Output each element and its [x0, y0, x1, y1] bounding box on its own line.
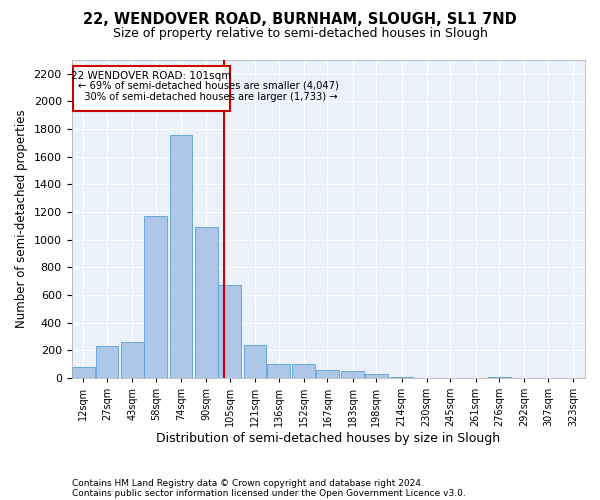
X-axis label: Distribution of semi-detached houses by size in Slough: Distribution of semi-detached houses by … — [156, 432, 500, 445]
FancyBboxPatch shape — [73, 66, 230, 111]
Bar — [390, 376, 413, 378]
Bar — [195, 228, 218, 378]
Bar — [316, 370, 339, 378]
Bar — [145, 216, 167, 378]
Bar — [292, 364, 316, 378]
Bar — [365, 374, 388, 378]
Text: 30% of semi-detached houses are larger (1,733) →: 30% of semi-detached houses are larger (… — [78, 92, 337, 102]
Bar — [218, 286, 241, 378]
Text: 22 WENDOVER ROAD: 101sqm: 22 WENDOVER ROAD: 101sqm — [71, 71, 232, 81]
Bar — [341, 371, 364, 378]
Text: ← 69% of semi-detached houses are smaller (4,047): ← 69% of semi-detached houses are smalle… — [78, 80, 339, 90]
Text: Contains HM Land Registry data © Crown copyright and database right 2024.: Contains HM Land Registry data © Crown c… — [72, 478, 424, 488]
Bar — [95, 346, 118, 378]
Text: Size of property relative to semi-detached houses in Slough: Size of property relative to semi-detach… — [113, 28, 487, 40]
Bar — [488, 376, 511, 378]
Text: Contains public sector information licensed under the Open Government Licence v3: Contains public sector information licen… — [72, 488, 466, 498]
Bar — [121, 342, 143, 378]
Text: 22, WENDOVER ROAD, BURNHAM, SLOUGH, SL1 7ND: 22, WENDOVER ROAD, BURNHAM, SLOUGH, SL1 … — [83, 12, 517, 28]
Y-axis label: Number of semi-detached properties: Number of semi-detached properties — [15, 110, 28, 328]
Bar — [170, 134, 193, 378]
Bar — [244, 345, 266, 378]
Bar — [72, 367, 95, 378]
Bar — [267, 364, 290, 378]
